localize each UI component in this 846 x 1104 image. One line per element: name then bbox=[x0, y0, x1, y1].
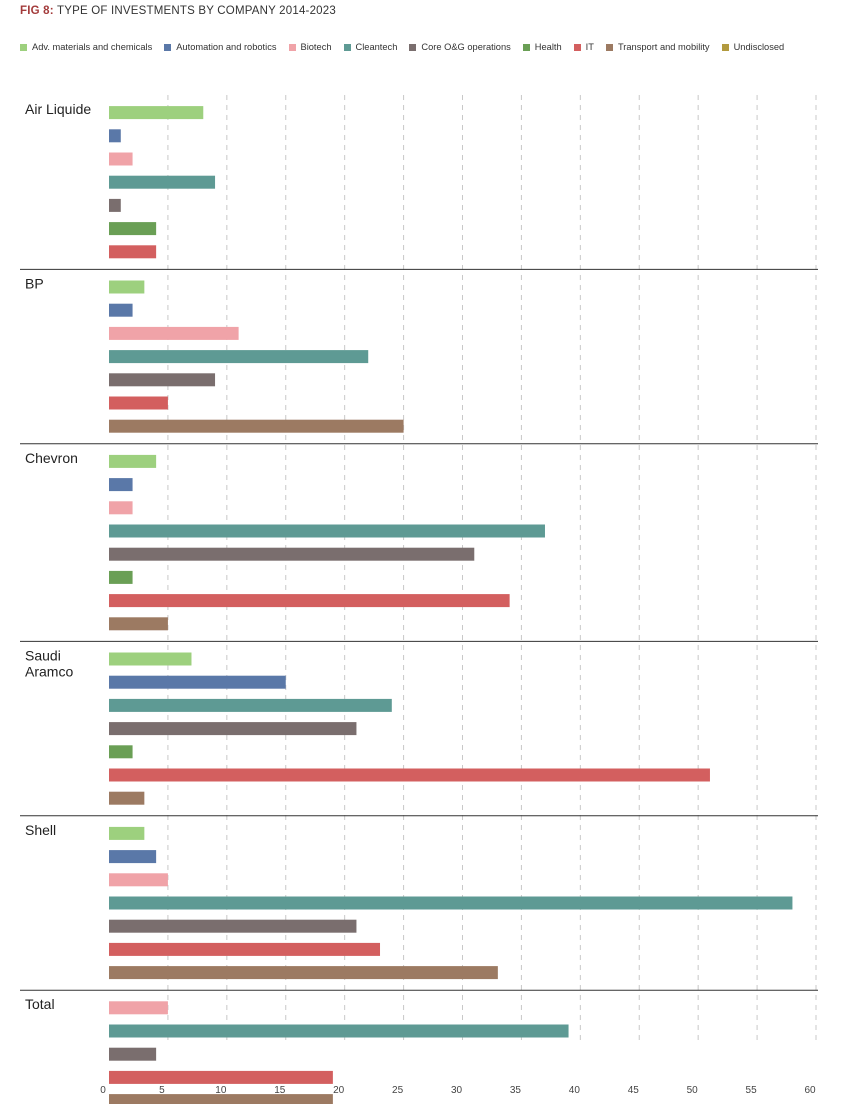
x-tick-label: 40 bbox=[569, 1085, 581, 1096]
legend-swatch bbox=[164, 43, 172, 51]
legend-swatch bbox=[605, 43, 613, 51]
group-label-line: Total bbox=[25, 996, 55, 1012]
x-tick-label: 60 bbox=[804, 1085, 816, 1096]
x-tick-label: 5 bbox=[159, 1085, 165, 1096]
legend-swatch bbox=[343, 43, 351, 51]
bar-saudi-aramco-transport-and-mobility bbox=[109, 791, 145, 805]
x-tick-label: 35 bbox=[510, 1085, 522, 1096]
figure-title-text: TYPE OF INVESTMENTS BY COMPANY 2014-2023 bbox=[56, 5, 336, 17]
bar-chevron-cleantech bbox=[109, 524, 545, 538]
group-label-line: Saudi bbox=[25, 647, 61, 663]
bar-air-liquide-biotech bbox=[109, 152, 133, 166]
group-label-line: BP bbox=[25, 275, 44, 291]
bar-chevron-automation-and-robotics bbox=[109, 478, 133, 492]
legend-label: Automation and robotics bbox=[176, 42, 277, 52]
bar-chevron-core-oandg-operations bbox=[109, 547, 475, 561]
chart-legend: Adv. materials and chemicals Automation a… bbox=[20, 42, 796, 52]
bar-bp-adv-materials-and-chemicals bbox=[109, 280, 145, 294]
bar-bp-automation-and-robotics bbox=[109, 303, 133, 317]
x-tick-label: 25 bbox=[392, 1085, 404, 1096]
legend-item-adv-materials-and-chemicals: Adv. materials and chemicals bbox=[20, 42, 152, 52]
legend-swatch bbox=[573, 43, 581, 51]
bar-chevron-biotech bbox=[109, 501, 133, 515]
x-tick-label: 20 bbox=[333, 1085, 345, 1096]
bar-chevron-health bbox=[109, 570, 133, 584]
x-tick-label: 30 bbox=[451, 1085, 463, 1096]
group-label-bp: BP bbox=[25, 275, 44, 291]
group-label-line: Air Liquide bbox=[25, 101, 91, 117]
x-tick-label: 45 bbox=[628, 1085, 640, 1096]
legend-item-it: IT bbox=[573, 42, 594, 52]
legend-swatch bbox=[288, 43, 296, 51]
group-label-air-liquide: Air Liquide bbox=[25, 101, 91, 117]
bar-shell-adv-materials-and-chemicals bbox=[109, 826, 145, 840]
legend-label: Adv. materials and chemicals bbox=[32, 42, 153, 52]
legend-item-automation-and-robotics: Automation and robotics bbox=[164, 42, 277, 52]
legend-label: Transport and mobility bbox=[617, 42, 710, 52]
bar-saudi-aramco-it bbox=[109, 768, 710, 782]
group-label-line: Aramco bbox=[25, 663, 73, 679]
legend-swatch bbox=[721, 43, 729, 51]
x-tick-label: 50 bbox=[687, 1085, 699, 1096]
bar-air-liquide-cleantech bbox=[109, 175, 216, 189]
bar-air-liquide-automation-and-robotics bbox=[109, 129, 121, 143]
bar-saudi-aramco-adv-materials-and-chemicals bbox=[109, 652, 192, 666]
figure-number: FIG 8: bbox=[20, 5, 54, 17]
legend-item-biotech: Biotech bbox=[288, 42, 332, 52]
bar-air-liquide-adv-materials-and-chemicals bbox=[109, 106, 204, 120]
legend-item-undisclosed: Undisclosed bbox=[721, 42, 785, 52]
bar-chevron-transport-and-mobility bbox=[109, 617, 168, 631]
bar-total-biotech bbox=[109, 1001, 168, 1015]
bar-air-liquide-it bbox=[109, 245, 157, 259]
bar-chevron-adv-materials-and-chemicals bbox=[109, 454, 157, 468]
legend-label: Undisclosed bbox=[733, 42, 785, 52]
bar-air-liquide-health bbox=[109, 222, 157, 236]
bar-saudi-aramco-health bbox=[109, 745, 133, 759]
bar-shell-transport-and-mobility bbox=[109, 966, 498, 980]
bar-total-transport-and-mobility bbox=[109, 1094, 333, 1104]
legend-label: IT bbox=[585, 42, 594, 52]
bar-shell-automation-and-robotics bbox=[109, 850, 157, 864]
legend-item-health: Health bbox=[522, 42, 562, 52]
legend-swatch bbox=[20, 43, 27, 51]
bar-bp-biotech bbox=[109, 326, 239, 340]
legend-item-transport-and-mobility: Transport and mobility bbox=[605, 42, 710, 52]
group-label-chevron: Chevron bbox=[25, 450, 78, 466]
bar-shell-cleantech bbox=[109, 896, 793, 910]
legend-label: Health bbox=[534, 42, 562, 52]
bar-air-liquide-core-oandg-operations bbox=[109, 198, 121, 212]
bar-chevron-it bbox=[109, 594, 510, 608]
group-label-total: Total bbox=[25, 996, 55, 1012]
bar-total-core-oandg-operations bbox=[109, 1047, 157, 1061]
bar-total-cleantech bbox=[109, 1024, 569, 1038]
figure-title: FIG 8: TYPE OF INVESTMENTS BY COMPANY 20… bbox=[20, 5, 336, 17]
legend-label: Core O&G operations bbox=[421, 42, 511, 52]
legend-swatch bbox=[409, 43, 417, 51]
group-label-saudi-aramco: Saudi Aramco bbox=[25, 647, 73, 679]
bar-bp-core-oandg-operations bbox=[109, 373, 216, 387]
group-label-shell: Shell bbox=[25, 822, 56, 838]
legend-swatch bbox=[522, 43, 530, 51]
bar-total-it bbox=[109, 1070, 333, 1084]
bar-saudi-aramco-automation-and-robotics bbox=[109, 675, 286, 689]
x-tick-label: 0 bbox=[100, 1085, 106, 1096]
legend-item-core-oandg-operations: Core O&G operations bbox=[409, 42, 511, 52]
bar-bp-cleantech bbox=[109, 350, 369, 364]
bar-saudi-aramco-core-oandg-operations bbox=[109, 722, 357, 736]
x-tick-label: 55 bbox=[746, 1085, 758, 1096]
x-tick-label: 15 bbox=[274, 1085, 286, 1096]
bar-shell-biotech bbox=[109, 873, 168, 887]
x-tick-label: 10 bbox=[215, 1085, 227, 1096]
legend-item-cleantech: Cleantech bbox=[343, 42, 398, 52]
bar-bp-it bbox=[109, 396, 168, 410]
legend-label: Cleantech bbox=[355, 42, 398, 52]
bar-bp-transport-and-mobility bbox=[109, 419, 404, 433]
group-label-line: Shell bbox=[25, 822, 56, 838]
bar-saudi-aramco-cleantech bbox=[109, 698, 392, 712]
bar-shell-it bbox=[109, 942, 381, 956]
bar-shell-core-oandg-operations bbox=[109, 919, 357, 933]
group-label-line: Chevron bbox=[25, 450, 78, 466]
legend-label: Biotech bbox=[300, 42, 332, 52]
